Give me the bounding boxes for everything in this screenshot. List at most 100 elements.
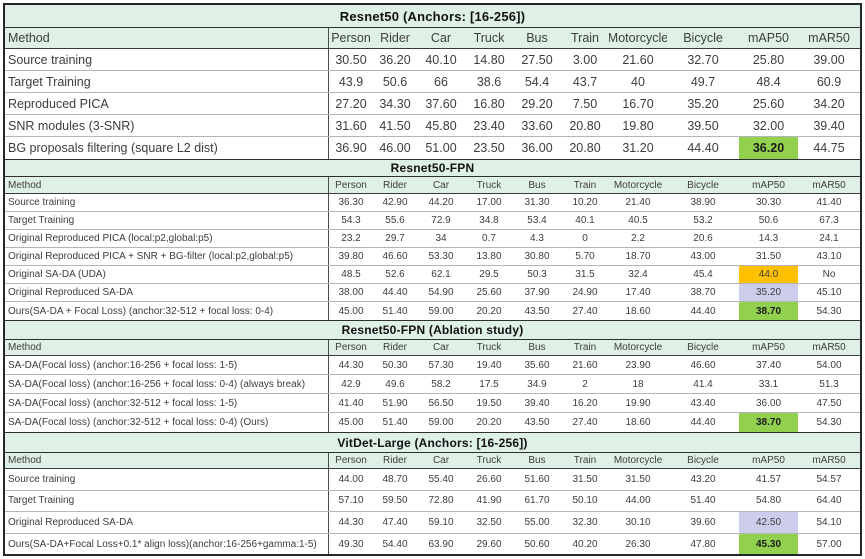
header-row: Method Person Rider Car Truck Bus Train Motorcy… [5,177,860,194]
value-cell: 18.60 [625,417,651,428]
value-cell: 57.00 [816,538,842,550]
method-cell: Reproduced PICA [5,93,329,114]
table-title: Resnet50-FPN [5,159,860,177]
value-cell: 32.4 [628,269,648,280]
value-cell: 72.9 [431,215,451,226]
method-cell: Target Training [5,71,329,92]
column-header: Motorcycle [609,31,667,45]
value-cell: 43.00 [690,251,716,262]
value-cell: 49.7 [690,74,716,89]
value-cell: 14.3 [758,233,779,244]
value-cell: 46.60 [382,251,408,262]
value-cell: 17.00 [476,197,502,208]
value-cell: 10.20 [572,197,598,208]
value-cell: 42.9 [341,378,361,390]
column-header: Bus [528,342,546,353]
value-cell: 36.30 [338,197,364,208]
value-cell: 3.00 [572,52,598,67]
value-cell: 18.60 [625,305,651,317]
header-row: Method Person Rider Car Truck Bus Train Motorcy… [5,453,860,469]
value-cell: 32.70 [687,52,719,67]
value-cell: 27.40 [572,417,598,428]
value-cell: 40.1 [575,215,595,226]
column-header: Bus [528,455,546,466]
column-header: Bicycle [687,455,719,466]
value-cell: 39.40 [524,397,550,409]
value-cell: 45.4 [693,269,713,280]
value-cell: 44.40 [690,417,716,428]
value-cell: 19.40 [476,359,502,371]
table-row: Source training 36.30 42.90 44.20 17.00 31.30… [5,194,860,212]
method-cell: SA-DA(Focal loss) (anchor:16-256 + focal… [5,356,329,374]
method-cell: BG proposals filtering (square L2 dist) [5,137,329,159]
value-cell: 2.2 [631,233,645,244]
value-cell: 21.40 [625,197,651,208]
value-cell: 43.50 [524,417,550,428]
value-cell: 48.4 [756,74,781,89]
value-cell: 40.20 [572,538,598,550]
value-cell: 61.70 [524,495,550,507]
value-cell: 23.2 [341,233,361,244]
column-header: Car [432,179,450,191]
value-cell: 43.9 [338,74,364,89]
column-header: Method [5,453,329,468]
value-cell: 32.30 [572,516,598,528]
value-cell: 51.00 [425,141,457,155]
value-cell: 31.30 [524,197,550,208]
value-cell: 44.00 [338,473,364,485]
value-cell: 24.1 [819,233,839,244]
table-row: Original Reproduced SA-DA 44.30 47.40 59.10… [5,512,860,534]
highlighted-value-cell: 42.50 [739,512,798,533]
value-cell: 66 [434,74,448,89]
value-cell: 0.7 [482,233,496,244]
highlighted-value-cell: 36.20 [739,137,798,159]
table-row: SA-DA(Focal loss) (anchor:32-512 + focal… [5,413,860,432]
value-cell: 45.80 [425,118,457,133]
value-cell: 45.00 [338,305,364,317]
value-cell: 43.7 [572,74,598,89]
value-cell: 50.6 [382,74,408,89]
column-header: Method [5,340,329,355]
value-cell: 23.40 [473,118,505,133]
value-cell: 48.70 [382,473,408,485]
column-header: Rider [383,455,407,466]
table-row: SA-DA(Focal loss) (anchor:16-256 + focal… [5,375,860,394]
value-cell: 13.80 [476,251,502,262]
column-header: mAR50 [812,179,846,191]
method-cell: Target Training [5,212,329,229]
value-cell: 16.20 [572,397,598,409]
value-cell: 36.90 [335,141,367,155]
value-cell: 0 [582,233,588,244]
value-cell: 47.40 [382,516,408,528]
column-header: mAP50 [752,455,785,466]
value-cell: 39.80 [338,251,364,262]
value-cell: 56.50 [428,397,454,409]
highlighted-value-cell: 35.20 [739,284,798,301]
column-header: Bus [526,31,548,45]
value-cell: 27.40 [572,305,598,317]
value-cell: 67.3 [819,215,839,226]
value-cell: 20.80 [569,118,601,133]
value-cell: 29.60 [476,538,502,550]
value-cell: 34 [435,233,447,244]
column-header: Car [432,455,450,466]
value-cell: 29.7 [385,233,405,244]
table-row: Original Reproduced SA-DA 38.00 44.40 54.90… [5,284,860,302]
value-cell: 41.40 [338,397,364,409]
value-cell: 51.40 [690,495,716,507]
value-cell: 36.00 [521,141,553,155]
value-cell: 54.10 [816,516,842,528]
value-cell: 54.30 [816,305,842,317]
table-row: Original SA-DA (UDA) 48.5 52.6 62.1 29.5 50.3… [5,266,860,284]
value-cell: 54.90 [428,287,454,298]
value-cell: 59.50 [382,495,408,507]
benchmark-results-tables: Resnet50 (Anchors: [16-256]) Method Person… [3,3,862,556]
value-cell: 51.3 [819,378,839,390]
value-cell: 42.90 [382,197,408,208]
value-cell: 43.20 [690,473,716,485]
method-cell: Source training [5,194,329,211]
column-header: Bicycle [687,342,719,353]
value-cell: 5.70 [575,251,595,262]
column-header: Truck [476,179,502,191]
value-cell: 33.60 [521,118,553,133]
